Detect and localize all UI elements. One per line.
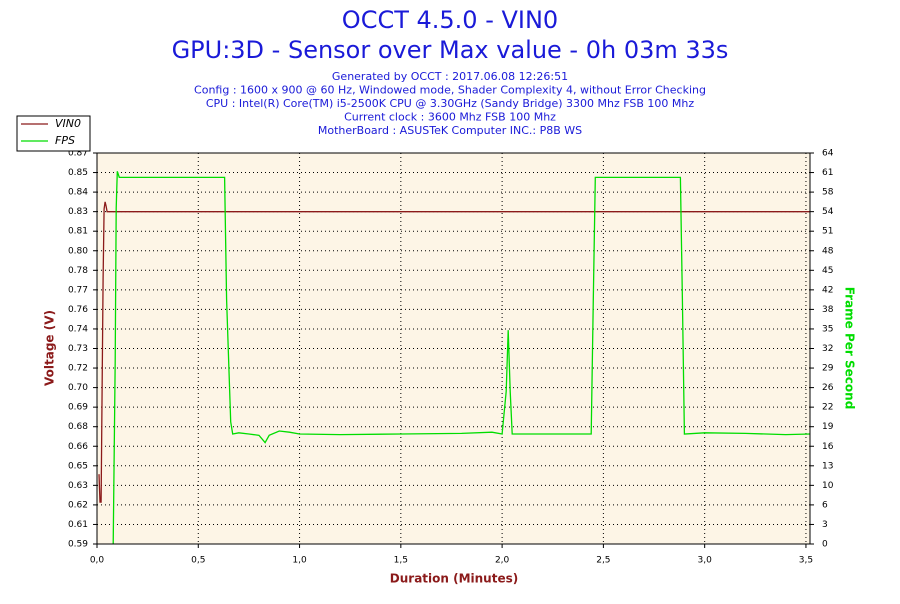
y-tick-label: 0.74 [68,324,88,334]
note: CPU : Intel(R) Core(TM) i5-2500K CPU @ 3… [206,97,694,110]
x-tick-label: 2,5 [596,556,610,566]
y-tick-label: 0.59 [68,540,88,550]
y-tick-label: 0.63 [68,481,88,491]
x-tick-label: 1,0 [292,556,307,566]
y-tick-label: 0.65 [68,461,88,471]
legend-label: FPS [55,134,75,147]
y2-tick-label: 16 [822,442,834,452]
y2-tick-label: 45 [822,266,833,276]
x-tick-label: 0,0 [90,556,105,566]
y-tick-label: 0.70 [68,383,88,393]
chart-title: OCCT 4.5.0 - VIN0 [342,6,558,34]
y2-tick-label: 10 [822,481,834,491]
y2-tick-label: 54 [822,207,834,217]
axes: 0,0 0,5 1,0 1,5 2,0 2,5 3,0 3,5 0.59 0.61 0.62 0.63… [68,149,834,566]
chart-subtitle: GPU:3D - Sensor over Max value - 0h 03m … [172,36,729,64]
y-tick-label: 0.61 [68,520,88,530]
y-tick-label: 0.72 [68,364,88,374]
y-tick-label: 0.77 [68,285,88,295]
y-tick-label: 0.69 [68,403,88,413]
series-line [112,171,811,545]
y2-tick-label: 29 [822,364,834,374]
x-tick-label: 0,5 [191,556,205,566]
legend [16,115,91,152]
y-tick-label: 0.81 [68,227,88,237]
y2-tick-label: 0 [822,540,828,550]
y2-tick-label: 61 [822,168,833,178]
y2-tick-label: 42 [822,285,833,295]
y-tick-label: 0.83 [68,207,88,217]
y2-tick-label: 19 [822,422,834,432]
y2-tick-label: 64 [822,149,834,159]
note: MotherBoard : ASUSTeK Computer INC.: P8B… [318,124,582,137]
y-tick-label: 0.76 [68,305,88,315]
y-axis-label: Voltage (V) [43,310,57,386]
y2-tick-label: 35 [822,324,833,334]
y2-tick-label: 51 [822,227,833,237]
plot [98,171,811,545]
note: Generated by OCCT : 2017.06.08 12:26:51 [332,70,568,83]
y-tick-label: 0.78 [68,266,88,276]
y-tick-label: 0.80 [68,246,88,256]
y-tick-label: 0.62 [68,500,88,510]
y2-tick-label: 38 [822,305,834,315]
y2-tick-label: 13 [822,461,833,471]
y2-tick-label: 3 [822,520,828,530]
y-tick-label: 0.68 [68,422,88,432]
y2-tick-label: 6 [822,500,828,510]
note: Current clock : 3600 Mhz FSB 100 Mhz [344,111,556,124]
y-tick-label: 0.73 [68,344,88,354]
note: Config : 1600 x 900 @ 60 Hz, Windowed mo… [194,84,706,97]
x-axis-label: Duration (Minutes) [390,572,518,586]
legend-items: VIN0 FPS [21,117,81,147]
x-tick-label: 3,5 [799,556,813,566]
y-tick-label: 0.85 [68,168,88,178]
y2-tick-label: 22 [822,403,833,413]
y-tick-label: 0.87 [68,149,88,159]
y2-tick-label: 26 [822,383,834,393]
y-tick-label: 0.66 [68,442,88,452]
series-line [98,201,810,503]
y2-tick-label: 58 [822,188,834,198]
legend-label: VIN0 [55,117,81,130]
y2-tick-label: 48 [822,246,834,256]
x-tick-label: 3,0 [698,556,713,566]
y-tick-label: 0.84 [68,188,88,198]
notes: Generated by OCCT : 2017.06.08 12:26:51C… [194,70,706,137]
x-tick-label: 2,0 [495,556,510,566]
y2-tick-label: 32 [822,344,833,354]
y2-axis-label: Frame Per Second [843,287,857,410]
x-tick-label: 1,5 [394,556,408,566]
